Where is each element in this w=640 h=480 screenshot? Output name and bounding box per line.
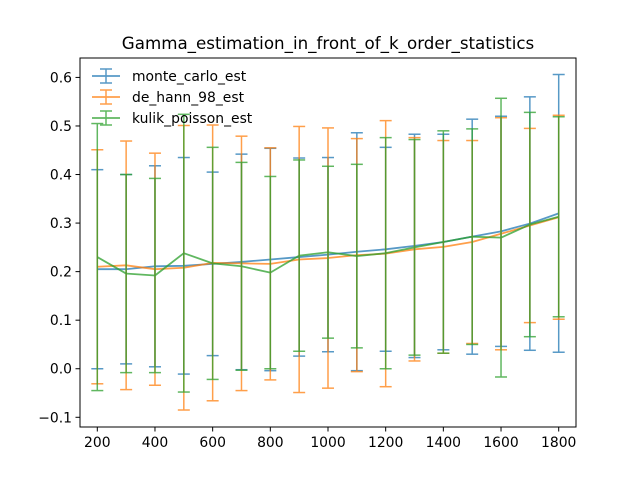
legend: monte_carlo_est de_hann_98_est kulik_poiss… [92,68,253,127]
y-tick-label: 0.3 [50,216,72,232]
legend-label-kulik_poisson_est: kulik_poisson_est [132,111,253,127]
x-tick-label: 1000 [310,435,345,451]
x-tick-label: 1200 [368,435,403,451]
legend-marker-de_hann_98_est [92,89,120,105]
chart-title: Gamma_estimation_in_front_of_k_order_sta… [122,33,534,54]
y-tick-label: 0.2 [50,265,72,281]
series-line-kulik_poisson_est [96,215,559,277]
x-tick-label: 800 [257,435,284,451]
plot-area [91,73,565,411]
x-tick-label: 1800 [541,435,576,451]
y-tick-label: 0.1 [50,313,72,329]
legend-marker-kulik_poisson_est [92,110,120,126]
x-tick-label: 1400 [426,435,461,451]
y-tick-label: 0.5 [50,119,72,135]
y-tick-label: 0.0 [50,362,72,378]
x-tick-label: 1600 [483,435,518,451]
axes: 200 400 600 800 1000 1200 1400 1600 1800 −0.1 0.0 0… [38,57,577,451]
x-tick-label: 200 [84,435,111,451]
series-kulik_poisson_est [91,97,565,393]
legend-marker-monte_carlo_est [92,68,120,84]
y-tick-label: 0.4 [50,168,72,184]
legend-label-monte_carlo_est: monte_carlo_est [132,69,247,85]
x-tick-label: 600 [199,435,226,451]
y-tick-label: −0.1 [38,410,72,426]
x-tick-label: 400 [142,435,169,451]
legend-label-de_hann_98_est: de_hann_98_est [132,90,245,106]
y-tick-label: 0.6 [50,70,72,86]
